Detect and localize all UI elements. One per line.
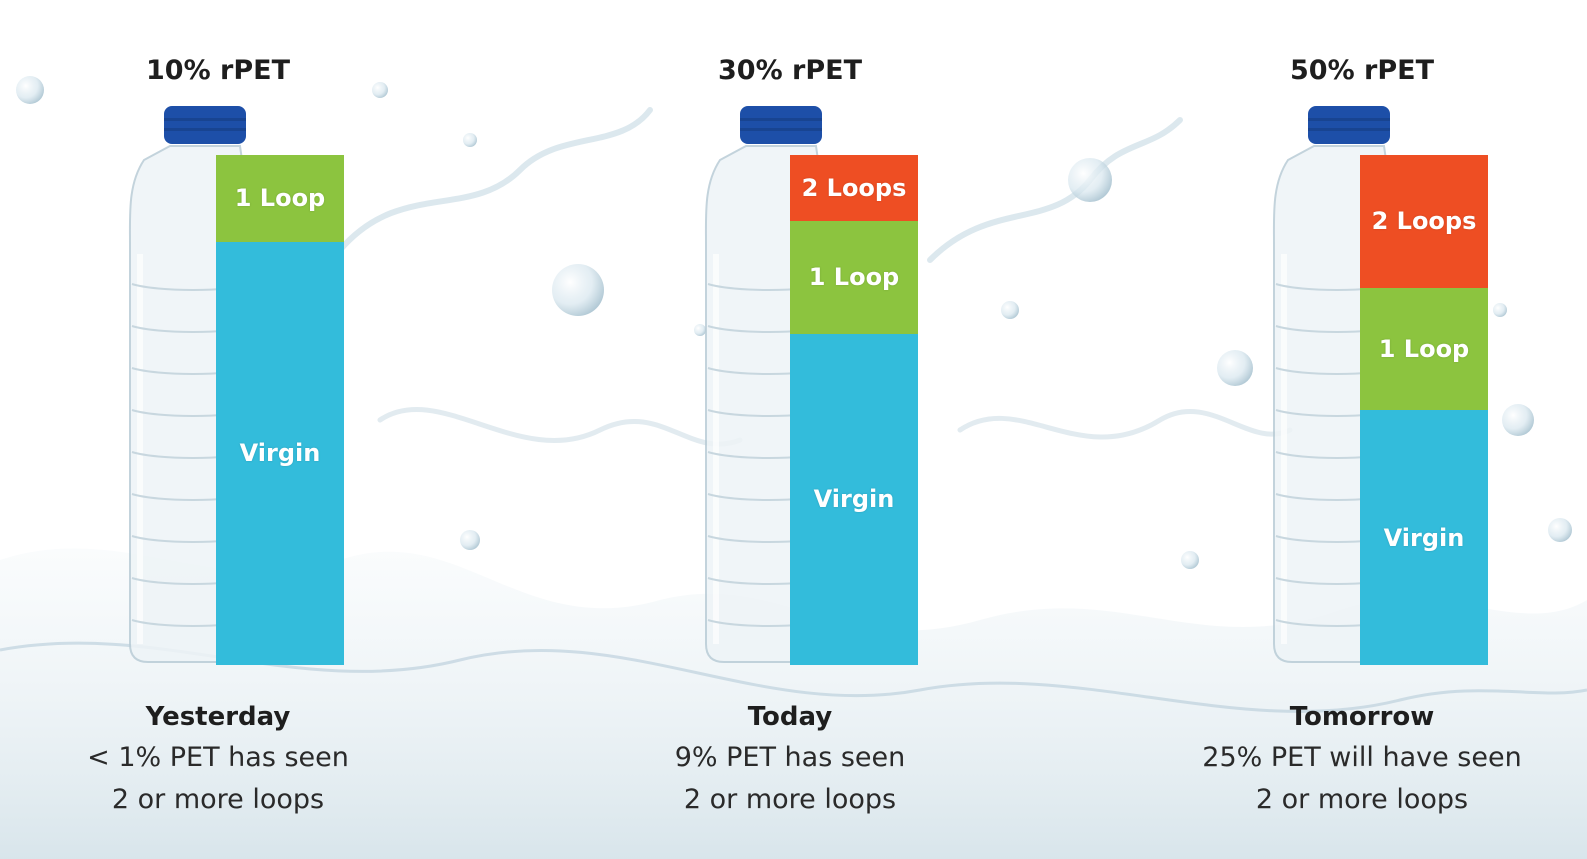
bar-segment-virgin: Virgin <box>790 333 918 665</box>
bar-stack-1: Virgin 1 Loop 2 Loops <box>790 155 918 665</box>
bar-segment-virgin: Virgin <box>216 241 344 665</box>
bar-segment-label: 1 Loop <box>1378 334 1470 363</box>
bar-segment-label: 2 Loops <box>801 174 907 203</box>
caption-line-1: 9% PET has seen <box>674 742 906 773</box>
caption-line-2: 2 or more loops <box>1255 784 1469 815</box>
bar-stack-0: Virgin 1 Loop <box>216 155 344 665</box>
panel-today: 30% rPET Virgin 1 Loop 2 Loops Today 9% PE… <box>630 0 950 859</box>
bar-segment-label: Virgin <box>239 439 321 468</box>
bar-stack-2: Virgin 1 Loop 2 Loops <box>1360 155 1488 665</box>
bar-segment-1-loop: 1 Loop <box>216 155 344 242</box>
era-label: Tomorrow <box>1289 702 1435 732</box>
bar-segment-label: Virgin <box>1383 523 1465 552</box>
bar-segment-1-loop: 1 Loop <box>790 221 918 334</box>
bar-segment-label: 1 Loop <box>808 263 900 292</box>
bar-segment-virgin: Virgin <box>1360 410 1488 665</box>
panel-title: 30% rPET <box>718 55 862 86</box>
era-label: Yesterday <box>145 702 291 732</box>
caption-line-1: < 1% PET has seen <box>87 742 349 773</box>
bar-segment-label: 2 Loops <box>1371 207 1477 236</box>
panel-tomorrow: 50% rPET Virgin 1 Loop 2 Loops Tomorrow 25… <box>1202 0 1522 859</box>
panel-title: 50% rPET <box>1290 55 1434 86</box>
caption-line-2: 2 or more loops <box>683 784 897 815</box>
bar-segment-1-loop: 1 Loop <box>1360 287 1488 410</box>
caption-line-2: 2 or more loops <box>111 784 325 815</box>
bar-segment-2-loops: 2 Loops <box>1360 155 1488 288</box>
bar-segment-label: 1 Loop <box>234 184 326 213</box>
bar-segment-label: Virgin <box>813 485 895 514</box>
caption-line-1: 25% PET will have seen <box>1202 742 1522 773</box>
era-label: Today <box>747 702 833 732</box>
panel-yesterday: 10% rPET Virgin 1 Loop Yesterday < 1% PET… <box>58 0 378 859</box>
panel-title: 10% rPET <box>146 55 290 86</box>
bar-segment-2-loops: 2 Loops <box>790 155 918 222</box>
